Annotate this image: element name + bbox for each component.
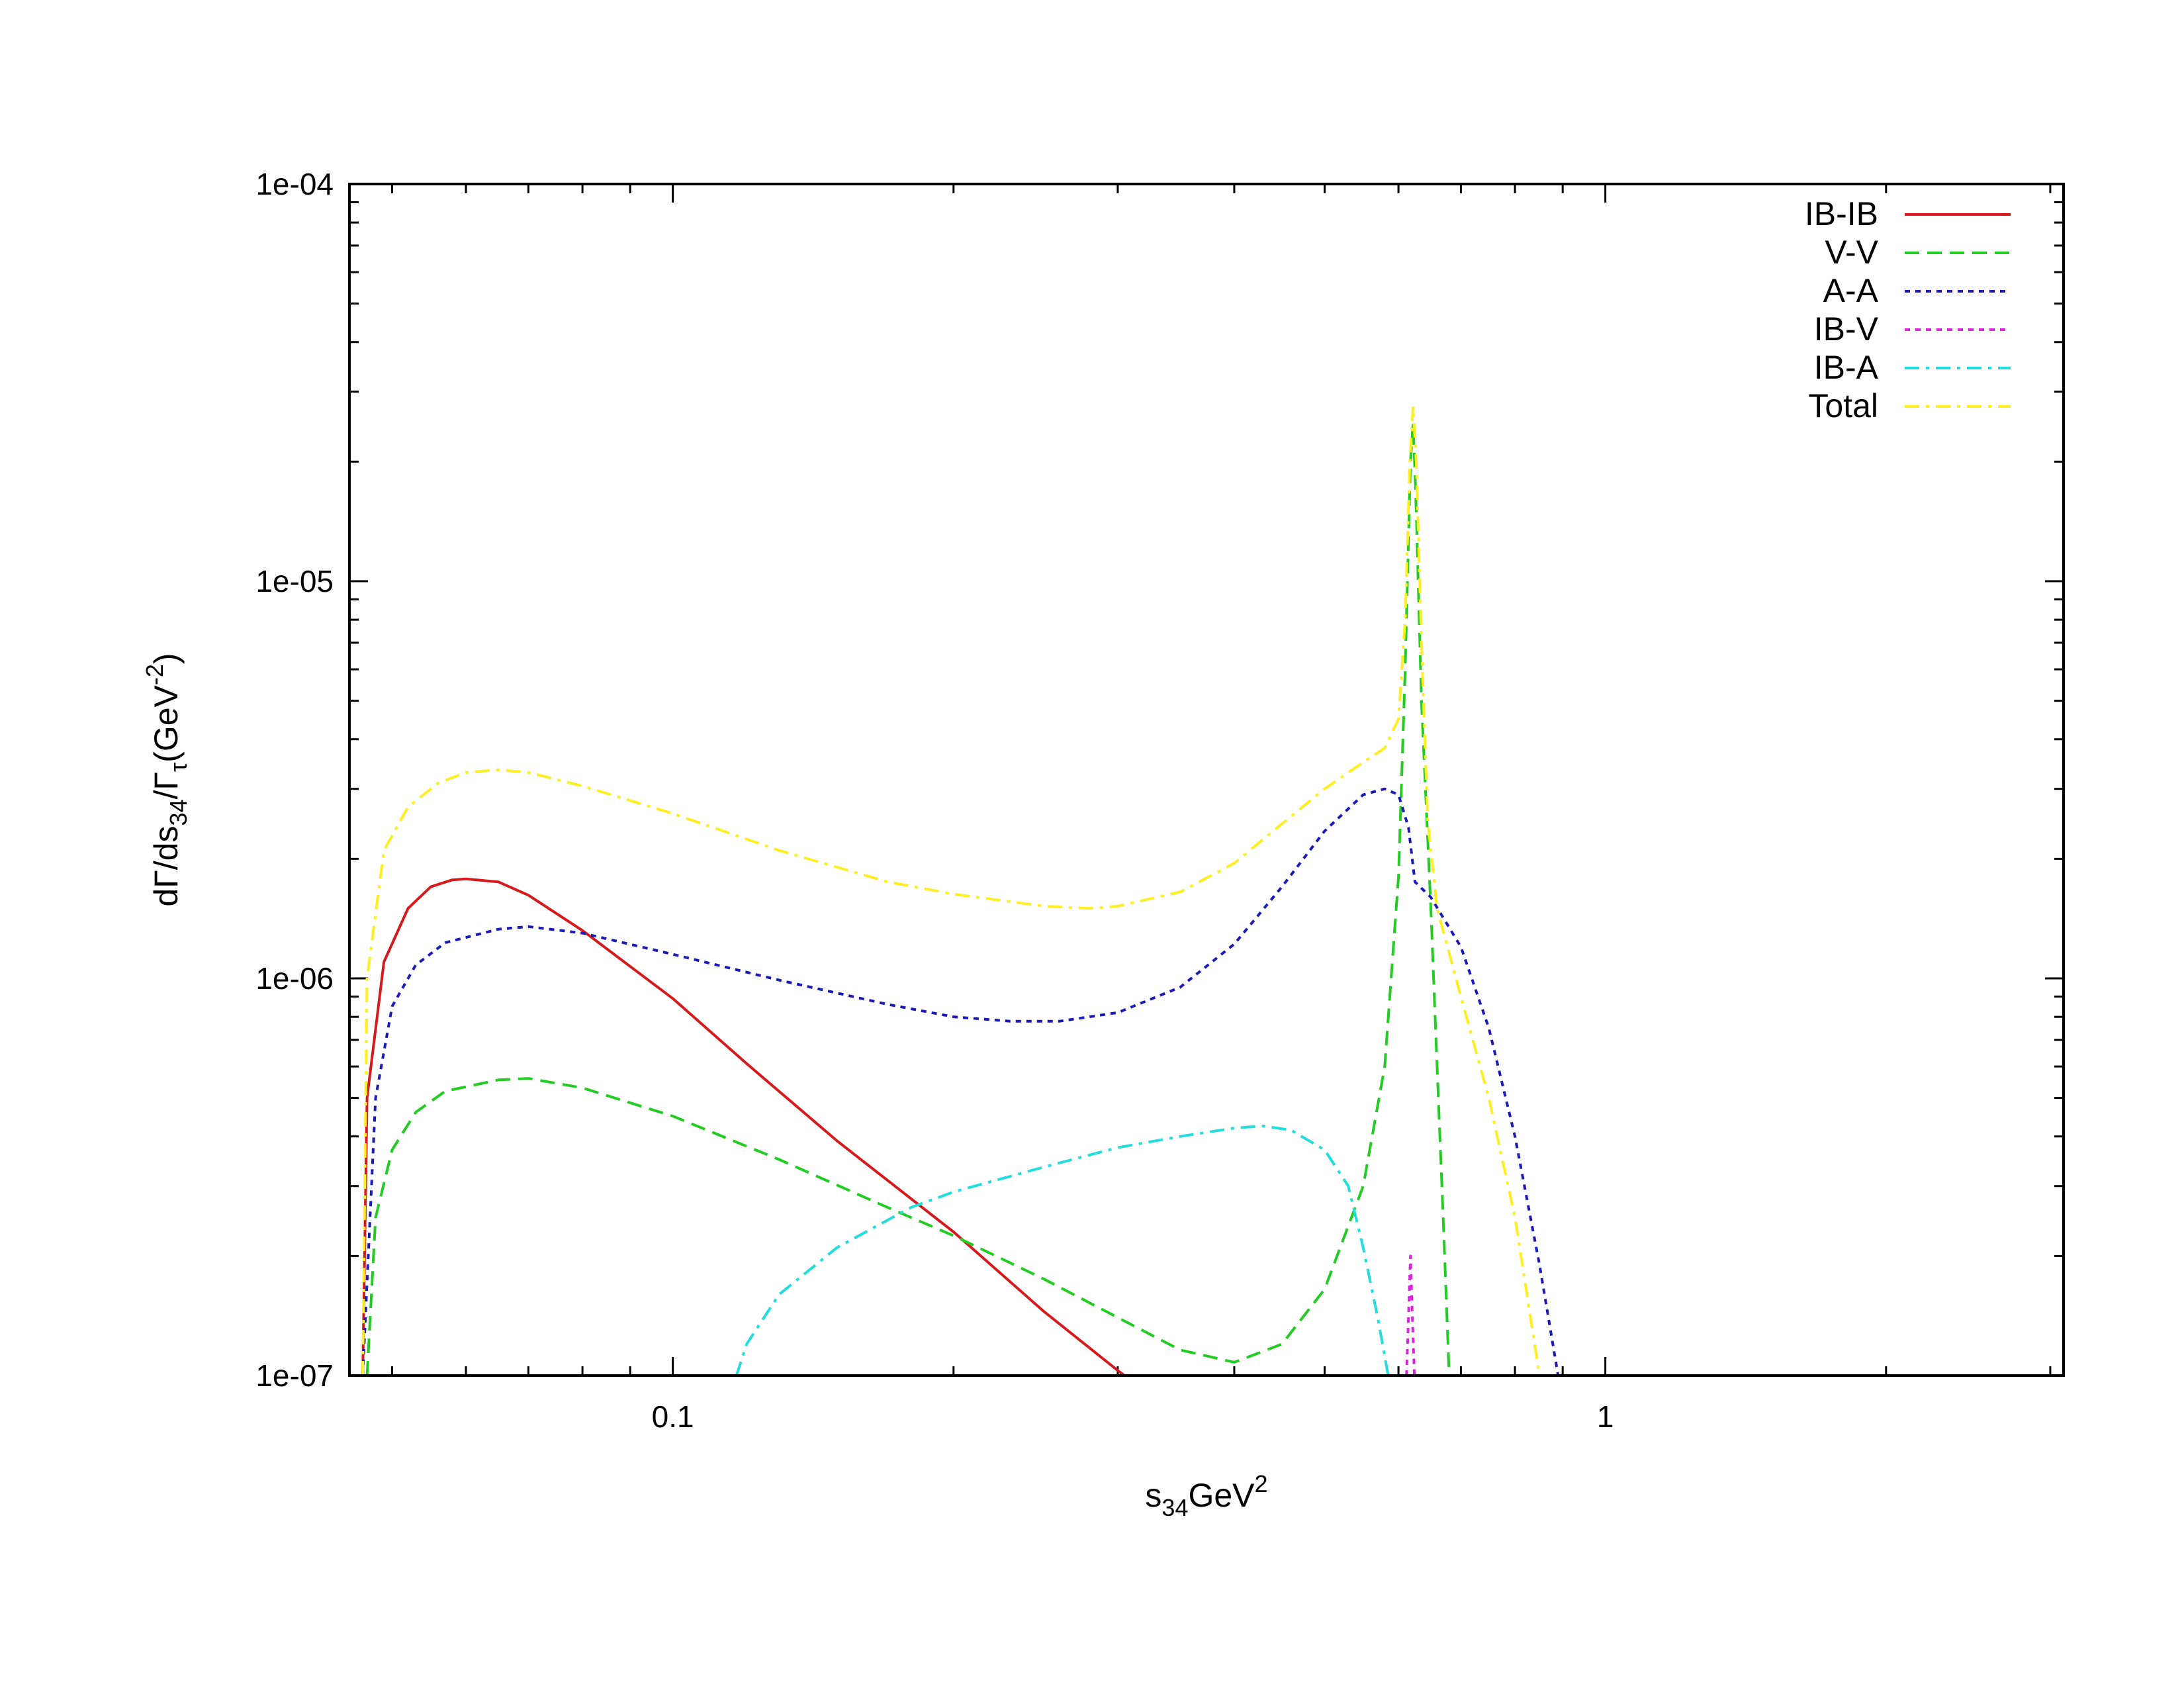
x-axis-label-tail: GeV xyxy=(1188,1477,1255,1514)
data-series xyxy=(361,405,1560,1376)
legend-label: IB-IB xyxy=(1805,195,1878,232)
series-line-total xyxy=(361,405,1541,1376)
x-tick-label: 1 xyxy=(1597,1399,1614,1434)
y-axis-label-part1: dΓ/ds xyxy=(148,826,185,907)
legend-label: IB-A xyxy=(1814,349,1879,386)
y-axis-label-part4: ) xyxy=(148,653,185,664)
y-tick-label: 1e-07 xyxy=(255,1358,334,1393)
legend-label: A-A xyxy=(1823,272,1879,309)
y-axis-label-sup: -2 xyxy=(141,664,168,685)
y-tick-label: 1e-06 xyxy=(255,961,334,996)
x-axis-label-sup: 2 xyxy=(1255,1470,1268,1497)
plot-frame xyxy=(348,183,2065,1377)
x-axis-label-main: s xyxy=(1145,1477,1161,1514)
y-axis-label-part2: /Γ xyxy=(148,772,185,799)
series-line-a-a xyxy=(361,787,1560,1376)
x-tick-label: 0.1 xyxy=(652,1399,694,1434)
legend-label: Total xyxy=(1808,387,1878,424)
series-line-v-v xyxy=(365,422,1451,1376)
series-line-ib-a xyxy=(735,1125,1390,1376)
series-line-ib-ib xyxy=(361,877,1126,1376)
y-tick-label: 1e-04 xyxy=(255,167,334,201)
x-axis-label: s34GeV2 xyxy=(1145,1470,1267,1521)
tick-labels: 0.1 1 1e-04 1e-05 1e-06 1e-07 xyxy=(255,167,1614,1434)
x-axis-label-sub: 34 xyxy=(1161,1494,1188,1521)
series-line-ib-v xyxy=(1405,1254,1416,1376)
y-tick-label: 1e-05 xyxy=(255,564,334,598)
y-axis-label-sub1: 34 xyxy=(165,799,192,825)
legend-label: IB-V xyxy=(1814,310,1879,348)
y-axis-label-part3: (GeV xyxy=(148,684,185,762)
y-axis-label: dΓ/ds34/Γτ(GeV-2) xyxy=(141,653,192,906)
legend-label: V-V xyxy=(1825,234,1878,271)
y-axis-label-sub2: τ xyxy=(165,763,192,772)
